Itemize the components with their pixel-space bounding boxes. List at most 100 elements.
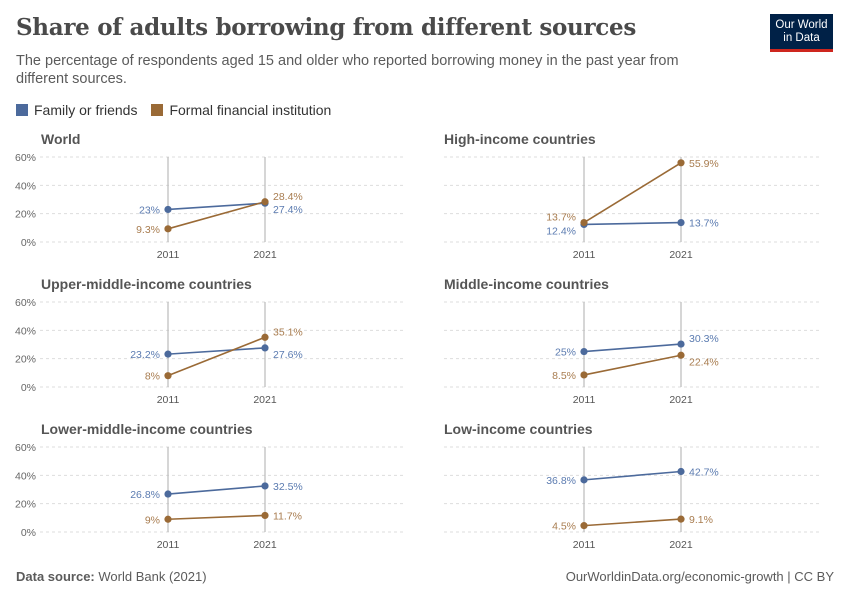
y-tick-label: 20% [15,354,36,366]
chart-subtitle: The percentage of respondents aged 15 an… [16,53,679,87]
x-tick-label: 2021 [669,539,693,551]
data-label: 55.9% [689,158,719,170]
legend-label: Formal financial institution [169,102,332,118]
data-label: 9% [145,514,160,526]
y-tick-label: 0% [21,237,36,249]
data-label: 42.7% [689,467,719,479]
series-line-formal [583,354,682,376]
y-tick-label: 0% [21,382,36,394]
panel-title: Lower-middle-income countries [41,421,253,437]
data-point [677,351,685,359]
data-label: 11.7% [273,510,302,522]
data-label: 30.3% [689,333,719,345]
y-tick-label: 0% [21,527,36,539]
x-tick-label: 2011 [573,249,596,261]
data-label: 23% [139,204,160,216]
data-label: 9.3% [136,224,160,236]
x-tick-label: 2021 [253,539,277,551]
y-tick-label: 40% [15,325,36,337]
data-label: 26.8% [130,489,160,501]
y-tick-label: 60% [15,442,36,454]
data-label: 25% [555,347,576,359]
owid-logo[interactable]: Our World in Data [770,14,833,52]
data-point [164,372,172,380]
x-tick-label: 2011 [573,539,596,551]
data-point [164,490,172,498]
x-tick-label: 2011 [157,539,180,551]
data-point [580,218,588,227]
y-tick-label: 40% [15,470,36,482]
data-label: 8.5% [552,370,576,382]
y-tick-label: 20% [15,499,36,511]
y-tick-label: 60% [15,152,36,164]
legend-swatch [151,104,164,116]
data-source: Data source: World Bank (2021) [16,569,207,584]
data-label: 13.7% [689,218,719,230]
series-line-family [167,347,266,355]
panel-title: Middle-income countries [444,276,609,292]
series-line-formal [167,336,266,377]
data-label: 22.4% [689,356,719,368]
x-tick-label: 2021 [669,394,693,406]
series-line-formal [167,514,266,521]
x-tick-label: 2011 [157,249,180,261]
data-point [677,515,685,523]
data-label: 32.5% [273,481,303,493]
data-label: 23.2% [130,349,160,361]
x-tick-label: 2021 [253,249,277,261]
source-value: World Bank (2021) [98,569,207,584]
panel-title: Low-income countries [444,421,593,437]
y-tick-label: 40% [15,180,36,192]
legend-item-formal[interactable]: Formal financial institution [151,102,331,118]
x-tick-label: 2011 [573,394,596,406]
panel-title: Upper-middle-income countries [41,276,252,292]
data-point [164,205,172,214]
x-tick-label: 2011 [157,394,180,406]
y-tick-label: 60% [15,297,36,309]
data-label: 36.8% [546,475,576,487]
legend-label: Family or friends [34,102,138,118]
data-point [261,482,269,490]
y-tick-label: 20% [15,209,36,221]
data-point [261,511,269,520]
series-line-formal [167,200,266,230]
data-point [580,371,588,379]
logo-text: Our World in Data [775,19,828,44]
data-label: 35.1% [273,326,303,338]
data-point [580,522,588,530]
series-line-formal [583,518,682,527]
data-label: 9.1% [689,514,713,526]
data-label: 27.6% [273,349,303,361]
legend-swatch [16,104,28,116]
data-point [164,350,172,358]
data-label: 4.5% [552,521,576,533]
data-label: 8% [145,371,160,383]
source-url[interactable]: OurWorldinData.org/economic-growth | CC … [565,569,834,584]
data-label: 12.4% [546,225,576,237]
panel-title: High-income countries [444,131,596,147]
legend-item-family[interactable]: Family or friends [16,102,137,118]
chart-title: Share of adults borrowing from different… [16,14,636,41]
x-tick-label: 2021 [253,394,277,406]
data-point [164,225,172,233]
panel-title: World [41,131,80,147]
data-point [580,347,588,356]
series-line-family [167,485,266,495]
series-line-family [583,470,682,481]
data-point [261,333,269,341]
data-point [164,515,172,523]
data-label: 13.7% [546,212,576,224]
data-point [580,476,588,484]
series-line-family [583,221,682,226]
data-label: 28.4% [273,191,303,203]
x-tick-label: 2021 [669,249,693,261]
series-line-family [167,202,266,211]
series-line-formal [583,162,682,224]
data-point [677,218,685,227]
legend: Family or friends Formal financial insti… [16,102,331,118]
data-point [677,159,685,167]
data-point [677,340,685,348]
series-line-family [583,343,682,353]
source-label: Data source: [16,569,95,584]
